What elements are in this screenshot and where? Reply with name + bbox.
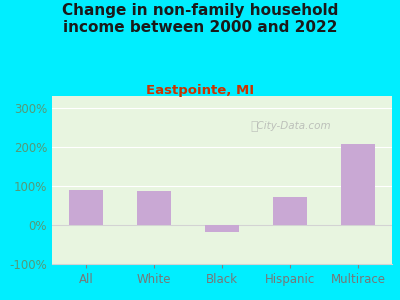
Text: City-Data.com: City-Data.com <box>250 121 330 131</box>
Text: Eastpointe, MI: Eastpointe, MI <box>146 84 254 97</box>
Bar <box>341 144 375 225</box>
Bar <box>273 197 307 225</box>
Text: ⓘ: ⓘ <box>250 120 258 133</box>
Bar <box>205 225 239 232</box>
Text: Change in non-family household
income between 2000 and 2022: Change in non-family household income be… <box>62 3 338 35</box>
Bar <box>69 190 103 225</box>
Bar <box>137 190 171 225</box>
